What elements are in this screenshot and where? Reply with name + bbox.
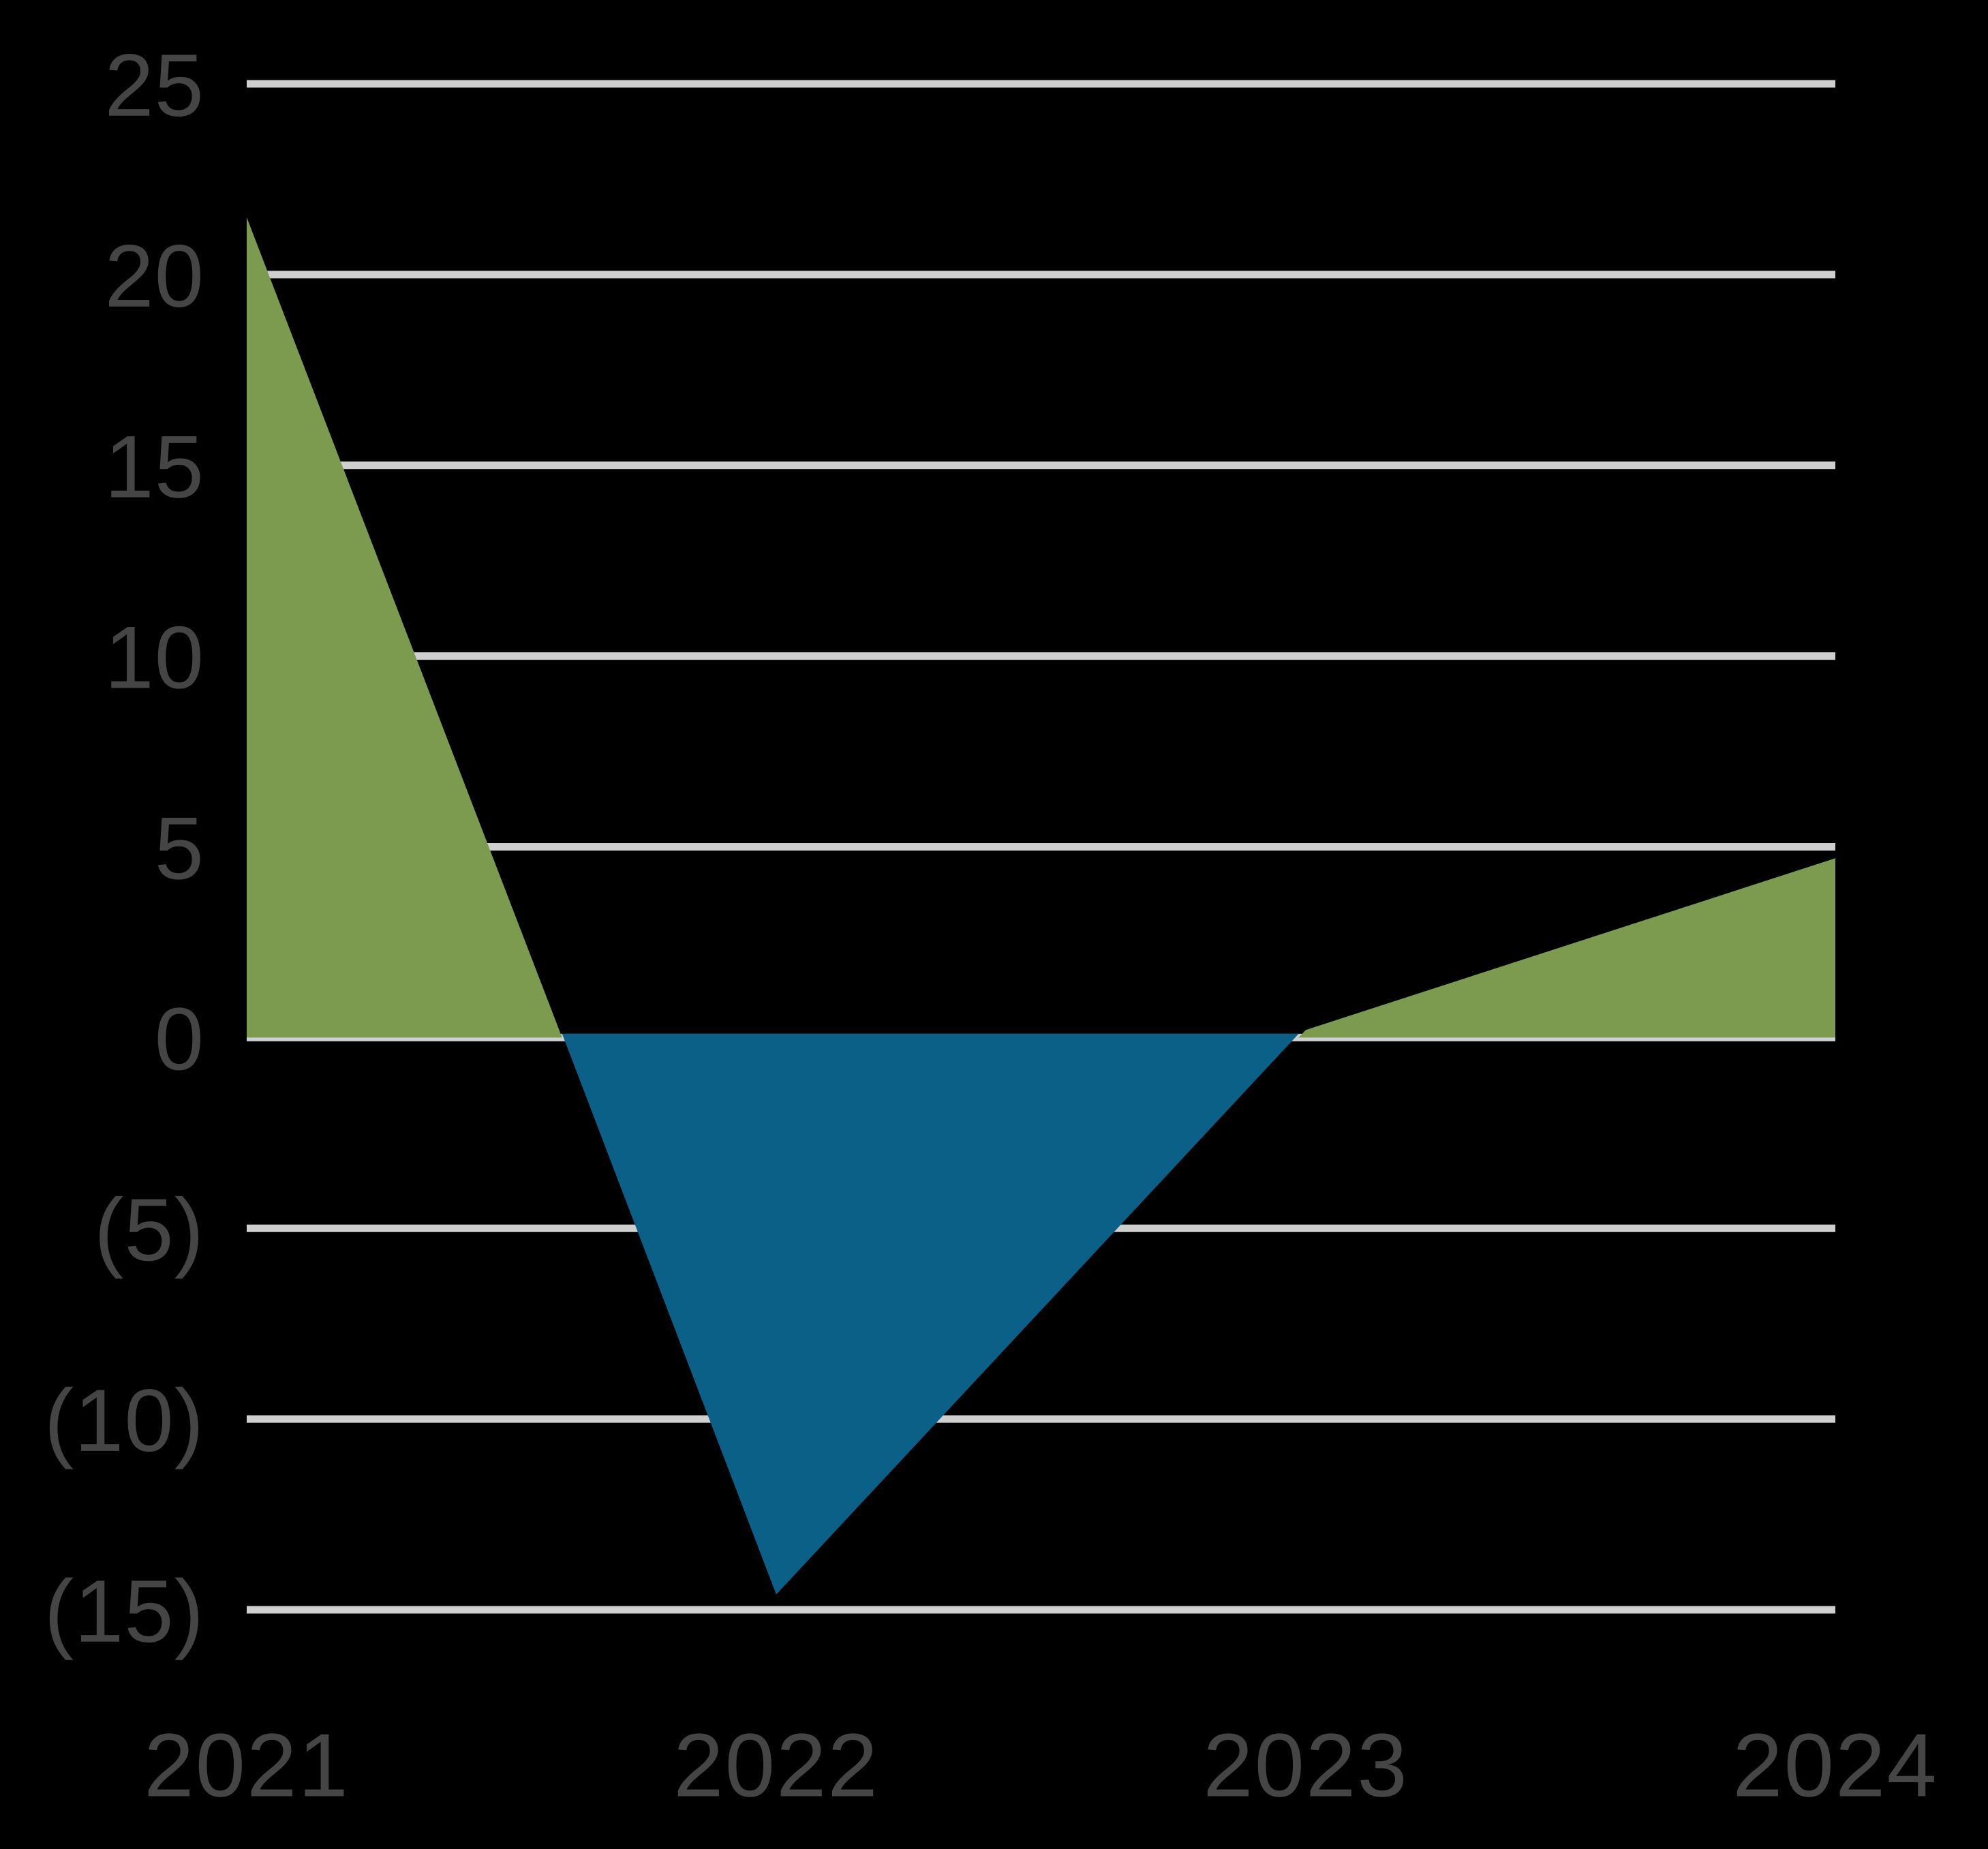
y-axis-tick-label-15: 15 [104, 417, 204, 517]
negative-area-1 [562, 1033, 1299, 1595]
y-axis-tick-label-(5): (5) [94, 1180, 204, 1279]
y-axis-tick-label-(10): (10) [44, 1371, 204, 1470]
x-axis-tick-label-2022: 2022 [673, 1715, 879, 1816]
positive-area-2 [1298, 858, 1835, 1038]
y-axis-tick-label-0: 0 [155, 989, 204, 1088]
y-axis-tick-label-5: 5 [155, 798, 204, 898]
y-axis-tick-label-25: 25 [104, 35, 204, 135]
y-axis-tick-label-20: 20 [104, 226, 204, 326]
y-axis-tick-label-10: 10 [104, 607, 204, 707]
x-axis-tick-label-2024: 2024 [1732, 1715, 1938, 1816]
y-axis-tick-label-(15): (15) [44, 1561, 204, 1661]
positive-area-1 [247, 217, 562, 1038]
x-axis-tick-label-2023: 2023 [1203, 1715, 1409, 1816]
x-axis-tick-label-2021: 2021 [144, 1715, 350, 1816]
